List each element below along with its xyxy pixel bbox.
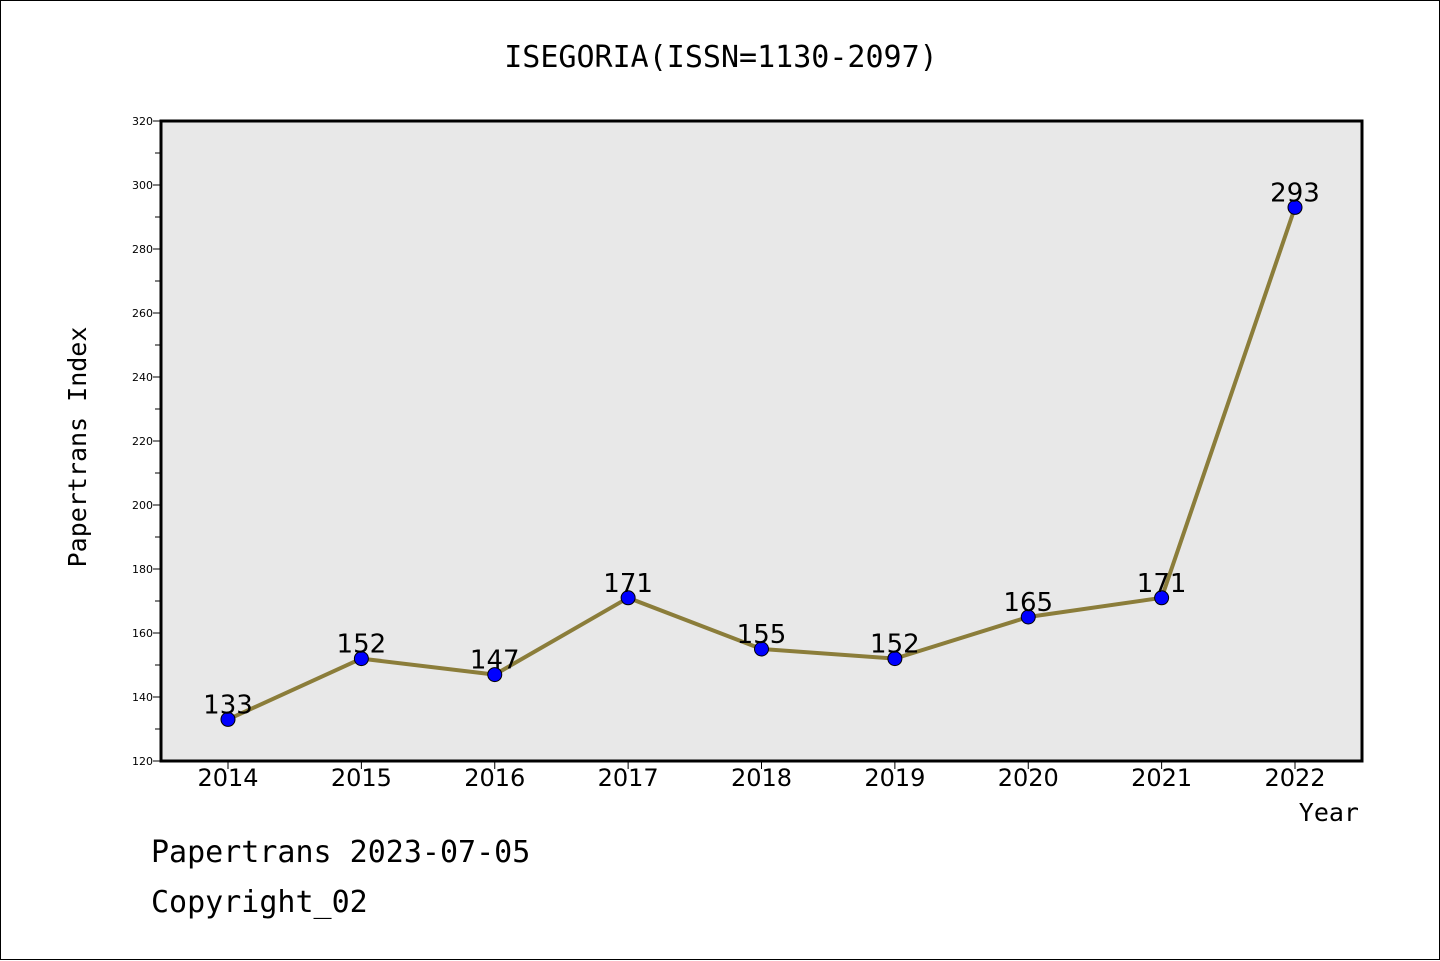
x-tick-label: 2021 — [1131, 764, 1192, 792]
data-label: 152 — [870, 630, 920, 660]
data-label: 171 — [603, 569, 653, 599]
data-label: 133 — [203, 690, 253, 720]
data-point — [1287, 199, 1303, 215]
series-layer: 133 152 147 171 155 152 165 171 293 — [203, 178, 1320, 727]
plot-area — [159, 119, 1364, 763]
x-tick-label: 2022 — [1264, 764, 1325, 792]
y-tick-label: 180 — [132, 563, 153, 576]
y-tick-label: 280 — [132, 243, 153, 256]
y-tick-label: 160 — [132, 627, 153, 640]
data-point — [1154, 590, 1170, 606]
data-point — [487, 667, 503, 683]
x-tick-label: 2014 — [197, 764, 258, 792]
data-point — [620, 590, 636, 606]
data-point — [754, 641, 769, 657]
x-tick-label: 2017 — [598, 764, 659, 792]
chart-title: ISEGORIA(ISSN=1130-2097) — [504, 40, 937, 75]
y-tick-label: 320 — [132, 115, 153, 128]
data-label: 147 — [470, 646, 520, 676]
x-tick-label: 2016 — [464, 764, 525, 792]
footer-date: Papertrans 2023-07-05 — [151, 835, 531, 870]
x-tick-label: 2020 — [998, 764, 1059, 792]
x-tick-label: 2018 — [731, 764, 792, 792]
data-point — [353, 651, 369, 667]
x-tick-label: 2019 — [864, 764, 925, 792]
y-tick-label: 200 — [132, 499, 153, 512]
y-tick-label: 220 — [132, 435, 153, 448]
data-label: 171 — [1137, 569, 1187, 599]
x-axis-label: Year — [1299, 798, 1359, 827]
y-axis-label: Papertrans Index — [63, 327, 92, 568]
footer-copyright: Copyright_02 — [151, 885, 368, 920]
y-tick-label: 120 — [132, 755, 153, 768]
y-tick-label: 300 — [132, 179, 153, 192]
x-axis: 2014 2015 2016 2017 2018 2019 2020 2021 2022 — [197, 761, 1326, 792]
y-tick-label: 140 — [132, 691, 153, 704]
y-tick-label: 260 — [132, 307, 153, 320]
data-point — [887, 651, 903, 667]
data-point — [220, 711, 236, 727]
data-point — [1020, 609, 1036, 625]
data-label: 152 — [337, 630, 387, 660]
x-tick-label: 2015 — [331, 764, 392, 792]
data-label: 155 — [737, 620, 787, 650]
data-label: 293 — [1270, 178, 1320, 208]
data-label: 165 — [1003, 588, 1053, 618]
y-tick-label: 240 — [132, 371, 153, 384]
y-axis: 120 140 160 180 200 220 240 260 280 300 320 — [132, 115, 161, 768]
